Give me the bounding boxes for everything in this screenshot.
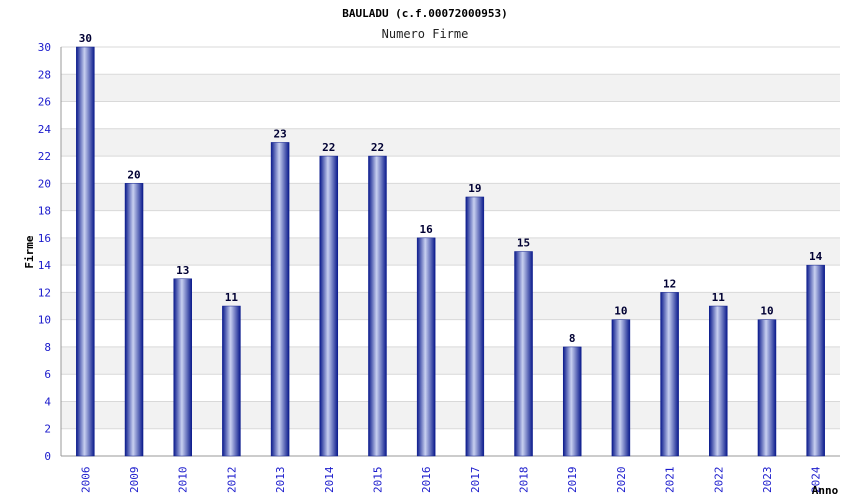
x-tick-label: 2014 [323, 466, 336, 493]
x-tick-labels: 2006 2009 2010 2012 2013 2014 2015 2016 2017 2018… [79, 466, 822, 493]
value-label: 12 [663, 277, 676, 290]
value-label: 23 [273, 127, 286, 140]
y-tick-label: 10 [38, 314, 51, 327]
x-tick-label: 2019 [566, 467, 579, 494]
value-label: 22 [322, 141, 335, 154]
grid-band [61, 210, 840, 238]
x-tick-label: 2013 [274, 467, 287, 494]
bar [416, 237, 436, 457]
bar [611, 319, 631, 457]
value-label: 19 [468, 182, 481, 195]
x-tick-label: 2016 [420, 467, 433, 494]
value-label: 8 [569, 332, 576, 345]
bar [757, 319, 777, 457]
y-tick-label: 14 [38, 259, 52, 272]
bars [76, 46, 825, 457]
bar [270, 142, 290, 457]
x-tick-label: 2010 [177, 467, 190, 494]
bar [124, 183, 144, 457]
x-tick-label: 2015 [371, 467, 384, 494]
bar [709, 305, 728, 457]
x-axis-label: Anno [812, 484, 839, 497]
y-tick-label: 2 [44, 423, 51, 436]
value-label: 13 [176, 264, 189, 277]
x-tick-label: 2021 [664, 467, 677, 494]
y-tick-label: 26 [38, 96, 51, 109]
y-tick-label: 6 [44, 368, 51, 381]
value-label: 11 [712, 291, 726, 304]
grid-band [61, 47, 840, 75]
y-tick-label: 30 [38, 41, 51, 54]
bar [562, 346, 582, 457]
grid-band [61, 183, 840, 211]
value-label: 10 [614, 305, 627, 318]
value-label: 11 [225, 291, 239, 304]
y-tick-label: 4 [44, 395, 51, 408]
grid-band [61, 237, 840, 266]
y-tick-label: 24 [38, 123, 52, 136]
x-tick-label: 2009 [128, 467, 141, 494]
x-tick-label: 2017 [469, 467, 482, 494]
x-tick-label: 2020 [615, 467, 628, 494]
grid-band [61, 74, 840, 102]
x-tick-label: 2023 [761, 467, 774, 494]
bar [806, 264, 825, 457]
y-axis-label: Firme [23, 235, 36, 268]
x-tick-label: 2012 [225, 467, 238, 494]
x-tick-label: 2024 [810, 466, 823, 493]
chart-subtitle: Numero Firme [382, 27, 469, 41]
y-tick-label: 20 [38, 177, 51, 190]
value-label: 30 [79, 32, 92, 45]
grid-band [61, 101, 840, 129]
bar [514, 251, 533, 457]
y-tick-label: 16 [38, 232, 51, 245]
bar [465, 196, 485, 457]
value-label: 20 [127, 168, 140, 181]
y-tick-label: 12 [38, 286, 51, 299]
value-labels: 30 20 13 11 23 22 22 16 19 15 8 10 12 11 10 14 [79, 32, 823, 345]
chart-title: BAULADU (c.f.00072000953) [342, 7, 508, 20]
bar [222, 305, 241, 457]
y-tick-label: 18 [38, 205, 51, 218]
y-tick-label: 22 [38, 150, 51, 163]
bar [76, 46, 95, 457]
value-label: 22 [371, 141, 384, 154]
y-tick-label: 28 [38, 68, 51, 81]
y-tick-label: 0 [44, 450, 51, 463]
y-tick-label: 8 [44, 341, 51, 354]
grid-band [61, 128, 840, 157]
bar [368, 155, 387, 457]
value-label: 15 [517, 237, 530, 250]
value-label: 10 [760, 305, 773, 318]
bar [660, 292, 679, 457]
x-tick-label: 2018 [518, 467, 531, 494]
value-label: 16 [420, 223, 434, 236]
bar [173, 278, 192, 457]
x-tick-label: 2006 [79, 467, 92, 494]
x-tick-label: 2022 [712, 467, 725, 494]
grid-band [61, 156, 840, 184]
bar [319, 155, 339, 457]
value-label: 14 [809, 250, 823, 263]
